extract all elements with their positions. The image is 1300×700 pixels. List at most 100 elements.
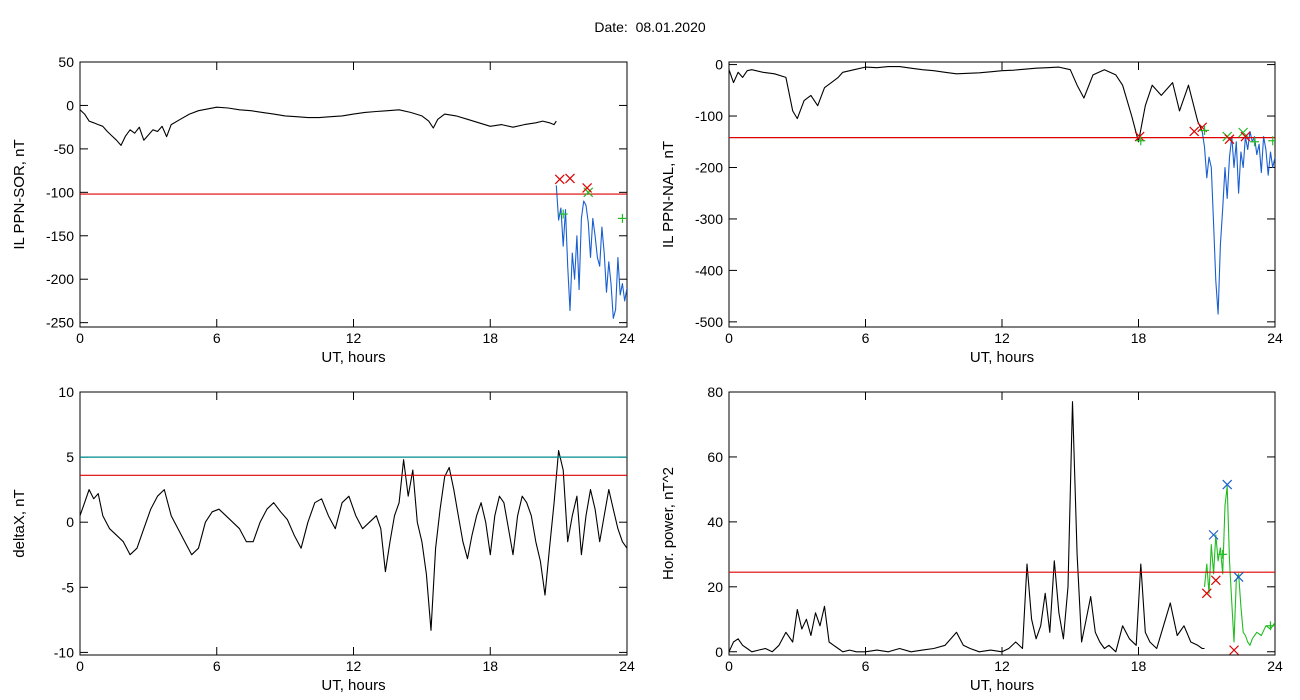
x-tick-label: 18 [482, 330, 498, 346]
y-tick-label: 10 [58, 384, 74, 400]
series-line-2 [555, 185, 627, 319]
x-tick-label: 12 [346, 658, 362, 674]
y-axis-label: IL PPN-NAL, nT [660, 141, 677, 248]
event-marker-red [1210, 575, 1221, 586]
chart-panel-3: 0 6 12 18 24 10 5 0 -5 -10 UT, hours deltaX, nT [11, 384, 635, 694]
event-marker-green [1250, 137, 1260, 147]
x-tick-label: 6 [213, 330, 221, 346]
marker-stroke [1197, 122, 1208, 133]
marker-stroke [1233, 572, 1244, 582]
x-tick-label: 0 [725, 658, 733, 674]
event-marker-green [1218, 549, 1228, 559]
y-axis-label: Hor. power, nT^2 [660, 467, 677, 580]
y-tick-label: -250 [46, 315, 74, 331]
event-marker-red [565, 173, 575, 184]
x-tick-label: 12 [994, 658, 1010, 674]
marker-stroke [1201, 588, 1212, 599]
y-tick-label: 20 [707, 579, 723, 595]
series-line-2 [1201, 130, 1275, 315]
x-tick-label: 0 [76, 658, 84, 674]
x-tick-label: 18 [1131, 330, 1147, 346]
marker-stroke [1224, 134, 1235, 145]
marker-stroke [1240, 131, 1251, 142]
event-marker-red [554, 174, 565, 185]
marker-stroke [1134, 131, 1145, 142]
x-tick-label: 12 [994, 330, 1010, 346]
event-marker-red [1201, 588, 1212, 599]
x-tick-label: 0 [76, 330, 84, 346]
marker-stroke [1189, 126, 1200, 137]
event-marker-red [1134, 131, 1145, 142]
y-tick-label: -400 [695, 262, 723, 278]
marker-stroke [1208, 529, 1219, 540]
series-line-1 [729, 66, 1203, 143]
y-tick-label: -200 [695, 159, 723, 175]
y-tick-label: -200 [46, 271, 74, 287]
marker-stroke [1238, 127, 1249, 138]
y-tick-label: 40 [707, 514, 723, 530]
chart-panel-1: 0 6 12 18 24 50 0 -50 -100 -150 -200 -250 UT, hours I… [11, 54, 635, 366]
date-value: 08.01.2020 [635, 19, 706, 35]
y-axis-label: IL PPN-SOR, nT [11, 139, 28, 249]
y-axis-label: deltaX, nT [11, 489, 28, 557]
marker-stroke [582, 183, 593, 193]
marker-stroke [1229, 645, 1239, 655]
series-line-1 [80, 450, 627, 631]
series-line-2 [1203, 485, 1275, 646]
x-tick-label: 6 [862, 658, 870, 674]
y-tick-label: 50 [58, 54, 74, 70]
event-marker-red [1240, 131, 1251, 142]
event-marker-red [582, 183, 593, 193]
plot-area [729, 66, 1275, 315]
event-marker-green [1268, 136, 1275, 146]
event-marker-green [558, 209, 568, 219]
y-tick-label: 60 [707, 449, 723, 465]
x-tick-label: 18 [1131, 658, 1147, 674]
x-tick-label: 24 [619, 330, 635, 346]
x-axis-label: UT, hours [321, 349, 385, 366]
marker-stroke [583, 187, 594, 198]
y-tick-label: -10 [54, 644, 74, 660]
event-marker-red [1229, 645, 1239, 655]
event-marker-blue [1222, 479, 1233, 490]
x-tick-label: 24 [1267, 330, 1283, 346]
y-tick-label: 80 [707, 384, 723, 400]
y-tick-label: 0 [715, 57, 723, 73]
y-tick-label: -100 [695, 108, 723, 124]
y-tick-label: -100 [46, 184, 74, 200]
marker-stroke [554, 174, 565, 185]
axes-frame [728, 391, 1276, 656]
plot-area [80, 106, 627, 319]
plot-area [80, 450, 627, 631]
event-marker-blue [1233, 572, 1244, 582]
event-marker-green [617, 213, 627, 223]
event-marker-blue [1208, 529, 1219, 540]
event-marker-green [1265, 621, 1275, 631]
series-line-1 [80, 106, 557, 146]
x-tick-label: 6 [213, 658, 221, 674]
marker-stroke [1222, 479, 1233, 490]
y-tick-label: -150 [46, 228, 74, 244]
x-tick-label: 0 [725, 330, 733, 346]
y-tick-label: 5 [66, 449, 74, 465]
marker-stroke [565, 173, 575, 184]
event-marker-green [1136, 136, 1146, 146]
chart-panel-2: 0 6 12 18 24 0 -100 -200 -300 -400 -500 UT, hours IL… [660, 57, 1283, 366]
x-axis-label: UT, hours [970, 349, 1034, 366]
y-tick-label: 0 [66, 514, 74, 530]
x-tick-label: 12 [346, 330, 362, 346]
y-tick-label: -50 [54, 141, 74, 157]
y-tick-label: 0 [715, 644, 723, 660]
axes-frame [79, 391, 628, 656]
event-marker-red [1224, 134, 1235, 145]
event-marker-green [1199, 125, 1209, 135]
x-axis-label: UT, hours [970, 677, 1034, 694]
y-tick-label: -300 [695, 211, 723, 227]
x-axis-label: UT, hours [321, 677, 385, 694]
series-line-1 [729, 401, 1205, 653]
x-tick-label: 24 [619, 658, 635, 674]
chart-panel-4: 0 6 12 18 24 80 60 40 20 0 UT, hours Hor. power, nT… [660, 384, 1283, 694]
y-tick-label: -5 [62, 579, 75, 595]
x-tick-label: 24 [1267, 658, 1283, 674]
